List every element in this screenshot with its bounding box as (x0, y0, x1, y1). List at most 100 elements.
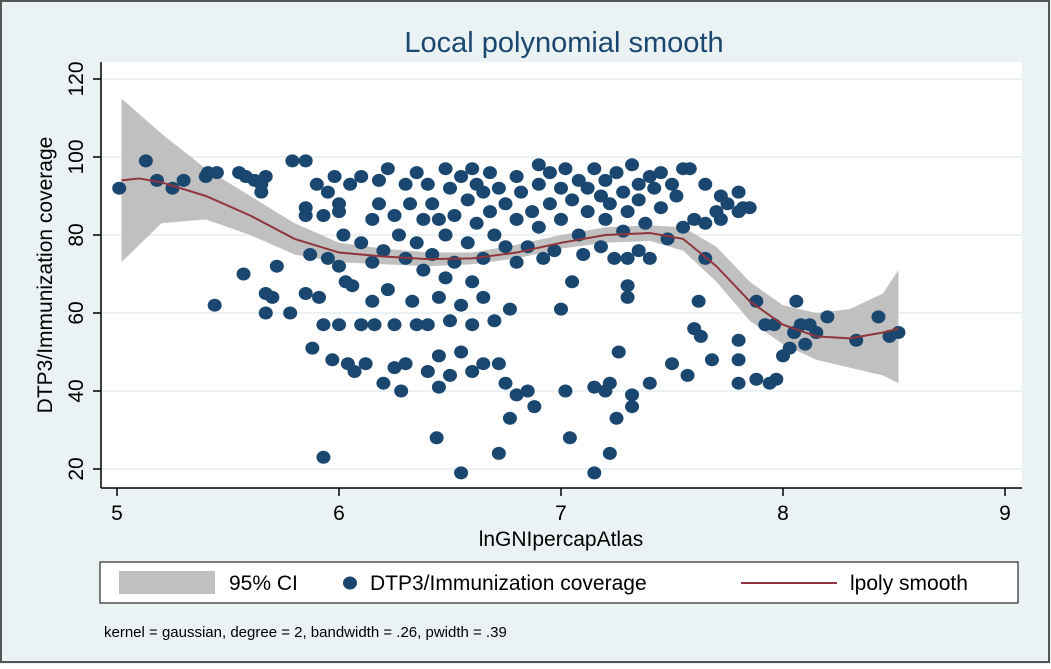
data-point (425, 197, 440, 211)
data-point (487, 228, 502, 242)
data-point (625, 400, 640, 414)
data-point (332, 205, 346, 219)
data-point (416, 263, 431, 277)
data-point (138, 154, 153, 168)
data-point (420, 365, 435, 378)
data-point (682, 162, 697, 176)
data-point (236, 267, 251, 281)
data-point (387, 361, 402, 375)
data-point (443, 181, 457, 195)
data-point (665, 357, 679, 371)
data-point (554, 212, 568, 226)
data-point (398, 177, 413, 191)
y-tick-label: 100 (65, 139, 88, 174)
data-point (620, 290, 635, 304)
data-point (609, 166, 624, 180)
data-point (431, 349, 446, 363)
data-point (665, 177, 679, 191)
data-point (531, 220, 546, 234)
y-tick-label: 60 (65, 301, 88, 324)
data-point (625, 158, 640, 172)
data-point (285, 154, 300, 168)
data-point (620, 205, 635, 219)
data-point (447, 209, 462, 222)
data-point (731, 353, 746, 367)
y-tick-label: 120 (65, 61, 88, 96)
data-point (731, 185, 746, 199)
data-point (642, 376, 657, 390)
data-point (491, 181, 506, 195)
data-point (891, 326, 906, 339)
data-point (598, 212, 613, 226)
data-point (465, 365, 480, 378)
data-point (454, 466, 469, 480)
data-point (502, 302, 517, 316)
data-point (380, 283, 395, 297)
data-point (409, 318, 424, 332)
data-point (487, 314, 502, 328)
data-point (316, 209, 331, 222)
data-point (527, 400, 542, 414)
data-point (620, 279, 635, 293)
data-point (345, 279, 360, 293)
data-point (258, 170, 273, 183)
data-point (587, 380, 602, 394)
data-point (347, 365, 362, 378)
data-point (438, 271, 453, 285)
data-point (176, 173, 191, 187)
data-point (482, 166, 497, 180)
data-point (587, 466, 602, 480)
data-point (283, 306, 298, 320)
data-point (298, 287, 313, 300)
data-point (465, 275, 480, 289)
data-point (680, 368, 695, 382)
data-point (602, 197, 617, 211)
data-point (693, 329, 708, 343)
data-point (580, 205, 595, 219)
data-point (593, 240, 608, 254)
x-tick-label: 7 (555, 502, 567, 525)
data-point (625, 388, 640, 402)
data-point (387, 318, 402, 332)
data-point (698, 177, 713, 191)
data-point (767, 318, 782, 332)
data-point (354, 170, 369, 183)
data-point (653, 166, 668, 180)
data-point (476, 290, 491, 304)
data-point (358, 357, 373, 371)
data-point (409, 166, 424, 180)
data-point (565, 275, 580, 289)
x-tick-label: 8 (777, 502, 789, 525)
data-point (149, 173, 164, 187)
data-point (704, 353, 719, 367)
data-point (343, 177, 358, 191)
data-point (602, 446, 617, 460)
data-point (502, 411, 517, 425)
data-point (720, 197, 735, 211)
data-point (380, 162, 395, 176)
data-point (509, 388, 524, 402)
data-point (420, 318, 435, 332)
legend-box (99, 561, 1019, 604)
data-point (312, 290, 327, 304)
data-point (303, 248, 318, 261)
data-point (554, 181, 568, 195)
data-point (798, 337, 813, 351)
data-point (607, 251, 622, 265)
legend-smooth-label: lpoly smooth (850, 572, 968, 595)
data-point (403, 197, 418, 211)
data-point (620, 251, 635, 265)
data-point (871, 310, 886, 324)
data-point (454, 170, 469, 183)
data-point (320, 251, 335, 265)
data-point (336, 228, 351, 242)
chart-note: kernel = gaussian, degree = 2, bandwidth… (104, 624, 507, 641)
data-point (476, 185, 491, 199)
data-point (687, 212, 702, 226)
y-tick-label: 20 (65, 457, 88, 480)
data-point (309, 177, 324, 191)
x-axis-label: lnGNIpercapAtlas (479, 528, 644, 551)
x-tick-label: 6 (333, 502, 345, 525)
smooth-line (121, 177, 899, 340)
data-point (391, 228, 406, 242)
